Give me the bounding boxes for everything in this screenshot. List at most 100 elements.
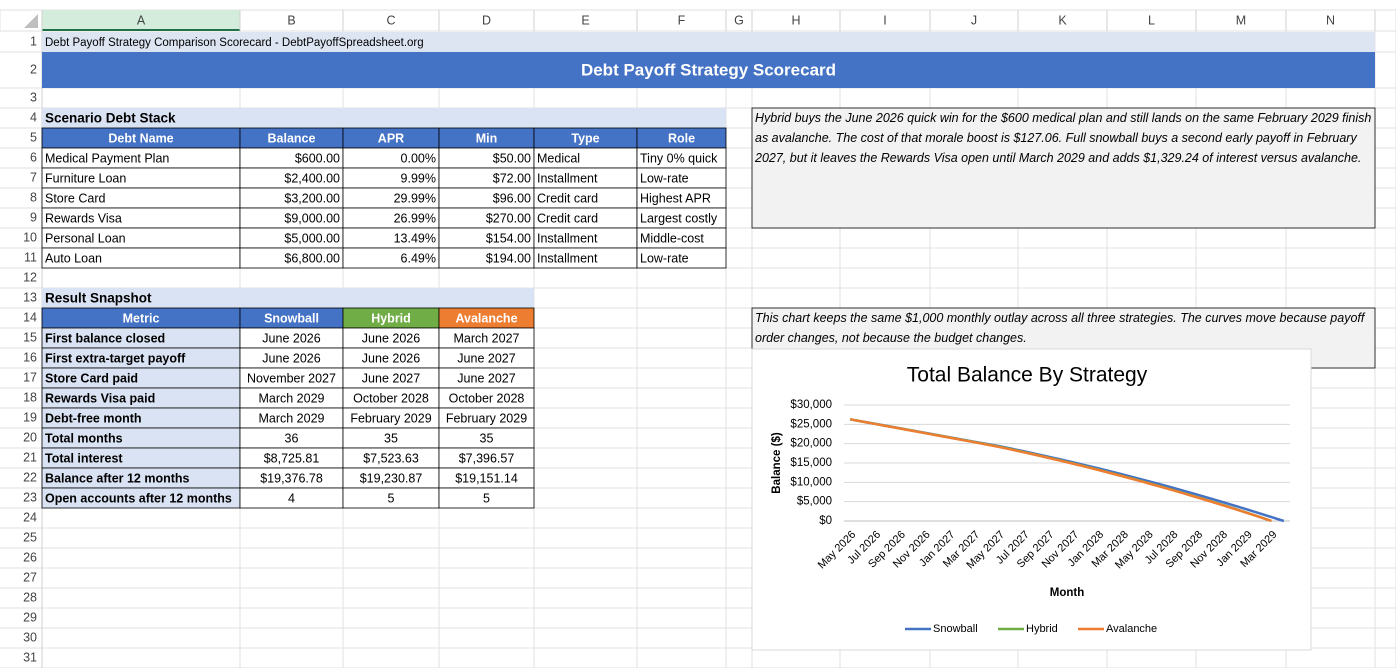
table-header: Hybrid: [371, 311, 411, 325]
select-all-corner: [24, 14, 38, 28]
table-header: Avalanche: [455, 311, 517, 325]
table-cell: $9,000.00: [284, 211, 340, 225]
y-tick-label: $20,000: [790, 438, 832, 450]
table-cell: $2,400.00: [284, 171, 340, 185]
legend-label: Snowball: [933, 623, 978, 635]
metric-label: Store Card paid: [45, 371, 138, 385]
row-number: 19: [23, 410, 37, 424]
note-container: This chart keeps the same $1,000 monthly…: [755, 311, 1365, 345]
row-number: 31: [23, 650, 37, 664]
table-cell: June 2026: [262, 351, 320, 365]
row-number: 11: [24, 250, 37, 264]
table-cell: $154.00: [486, 231, 531, 245]
column-header: G: [734, 13, 744, 27]
section-title: Result Snapshot: [45, 291, 152, 306]
row-number: 22: [23, 470, 37, 484]
table-cell: October 2028: [449, 391, 525, 405]
table-cell: Low-rate: [640, 251, 689, 265]
table-cell: Credit card: [537, 211, 598, 225]
series-line: [849, 418, 1272, 523]
legend-label: Hybrid: [1026, 623, 1058, 635]
row-number: 30: [23, 630, 37, 644]
row-number: 26: [23, 550, 37, 564]
column-header: B: [287, 13, 295, 27]
table-cell: November 2027: [247, 371, 336, 385]
chart-area: [751, 348, 1312, 651]
y-tick-label: $15,000: [790, 457, 832, 469]
column-header: I: [883, 13, 886, 27]
table-cell: $8,725.81: [264, 451, 320, 465]
table-cell: June 2026: [362, 331, 420, 345]
table-cell: Largest costly: [640, 211, 718, 225]
table-cell: $270.00: [486, 211, 531, 225]
table-cell: Highest APR: [640, 191, 711, 205]
row-number: 9: [30, 210, 37, 224]
table-header: APR: [378, 131, 404, 145]
table-header: Snowball: [264, 311, 319, 325]
cell: [42, 32, 1375, 52]
column-header: D: [482, 13, 491, 27]
note-container: Hybrid buys the June 2026 quick win for …: [755, 111, 1372, 165]
table-header: Metric: [123, 311, 160, 325]
cell: [42, 52, 1375, 88]
table-cell: Medical Payment Plan: [45, 151, 169, 165]
row-number: 25: [23, 530, 37, 544]
table-cell: Installment: [537, 231, 598, 245]
legend-label: Avalanche: [1106, 623, 1157, 635]
row-number: 21: [23, 450, 37, 464]
table-cell: Furniture Loan: [45, 171, 126, 185]
row-number: 12: [23, 270, 37, 284]
note-text: This chart keeps the same $1,000 monthly…: [755, 311, 1365, 345]
chart: Total Balance By Strategy $0 $5,000 $10,000…: [751, 348, 1312, 651]
table-cell: 0.00%: [401, 151, 436, 165]
row-number: 29: [23, 610, 37, 624]
table-cell: $19,230.87: [360, 471, 423, 485]
table-cell: $19,151.14: [455, 471, 518, 485]
row-number: 6: [30, 150, 37, 164]
note-text: Hybrid buys the June 2026 quick win for …: [755, 111, 1372, 165]
table-cell: $6,800.00: [284, 251, 340, 265]
column-header: A: [137, 13, 146, 27]
table-header: Debt Name: [108, 131, 173, 145]
row-number: 8: [30, 190, 37, 204]
table-cell: Installment: [537, 251, 598, 265]
table-cell: 5: [388, 491, 395, 505]
column-header: C: [386, 13, 395, 27]
column-header: K: [1058, 13, 1067, 27]
table-cell: Tiny 0% quick: [640, 151, 718, 165]
metric-label: Rewards Visa paid: [45, 391, 155, 405]
table-cell: June 2027: [362, 371, 420, 385]
column-header-bar: [0, 9, 1396, 32]
y-tick-label: $25,000: [790, 418, 832, 430]
column-header: N: [1326, 13, 1335, 27]
metric-label: Total interest: [45, 451, 123, 465]
row-number: 14: [23, 310, 37, 324]
table-header: Balance: [268, 131, 316, 145]
row-number: 16: [23, 350, 37, 364]
row-number: 5: [30, 130, 37, 144]
table-cell: March 2029: [258, 391, 324, 405]
table-cell: 26.99%: [394, 211, 436, 225]
metric-label: Balance after 12 months: [45, 471, 190, 485]
chart-title: Total Balance By Strategy: [907, 364, 1148, 387]
table-cell: 35: [480, 431, 494, 445]
table-header: Min: [476, 131, 498, 145]
column-header: L: [1148, 13, 1155, 27]
table-cell: Low-rate: [640, 171, 689, 185]
selected-column-header: [42, 10, 240, 31]
table-header: Type: [571, 131, 599, 145]
note-box: [751, 107, 1376, 229]
row-number: 17: [23, 370, 37, 384]
metric-label: Open accounts after 12 months: [45, 491, 232, 505]
table-cell: Credit card: [537, 191, 598, 205]
table-cell: Medical: [537, 151, 580, 165]
column-header: M: [1236, 13, 1246, 27]
table-cell: October 2028: [353, 391, 429, 405]
section-title: Scenario Debt Stack: [45, 111, 176, 126]
y-tick-label: $0: [819, 515, 832, 527]
table-cell: 5: [483, 491, 490, 505]
table-header: Role: [668, 131, 695, 145]
row-number: 1: [30, 34, 37, 48]
table-cell: June 2026: [262, 331, 320, 345]
